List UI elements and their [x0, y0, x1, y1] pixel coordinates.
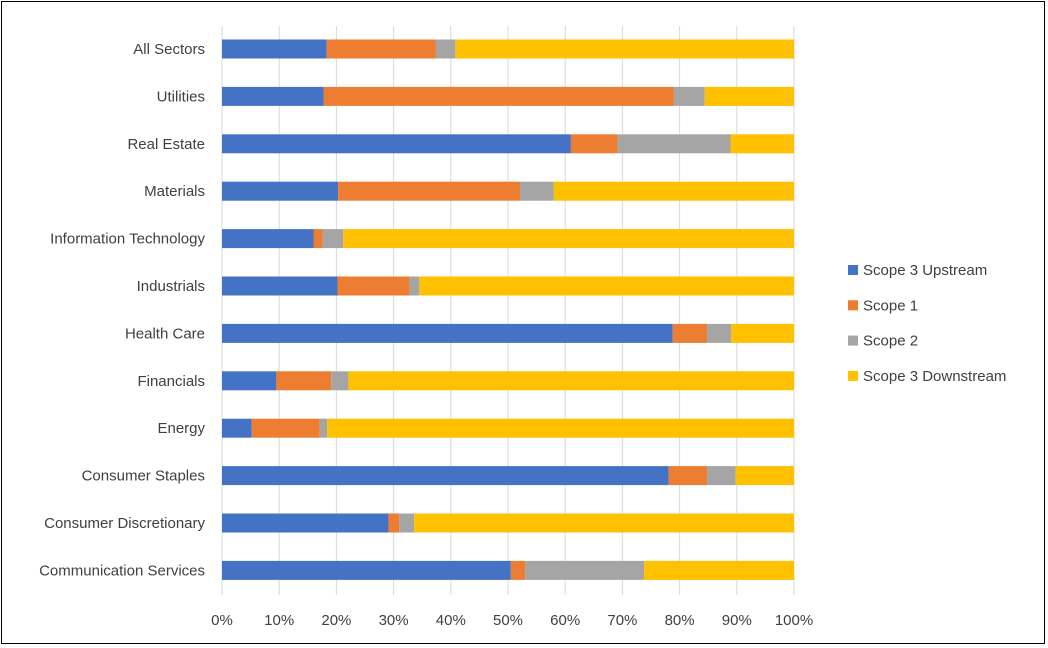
x-tick-label-10: 10% [264, 612, 294, 629]
bar-communication-services-scope-2 [525, 560, 645, 580]
bar-health-care-scope-3-upstream [222, 323, 673, 343]
gridlines [221, 26, 795, 595]
bar-real-estate-scope-1 [570, 134, 618, 154]
bar-energy-scope-3-upstream [222, 418, 252, 438]
category-label-utilities: Utilities [157, 88, 205, 105]
bar-financials-scope-3-downstream [348, 371, 794, 391]
x-tick-labels: 0% 10% 20% 30% 40% 50% 60% 70% 80% 90% 100% [211, 612, 813, 629]
x-tick-label-40: 40% [436, 612, 466, 629]
bar-real-estate-scope-3-upstream [222, 134, 571, 154]
bar-utilities-scope-1 [323, 86, 674, 106]
legend-swatch-scope-2 [848, 335, 858, 346]
bar-health-care-scope-3-downstream [731, 323, 794, 343]
legend-swatch-scope-3-downstream [848, 370, 858, 381]
bar-communication-services-scope-3-downstream [644, 560, 794, 580]
category-label-health-care: Health Care [125, 325, 205, 342]
bar-energy-scope-3-downstream [327, 418, 794, 438]
x-tick-label-90: 90% [722, 612, 752, 629]
legend-label-scope-2: Scope 2 [863, 333, 918, 350]
bar-financials-scope-2 [331, 371, 349, 391]
x-tick-label-30: 30% [379, 612, 409, 629]
bar-information-technology-scope-3-upstream [222, 229, 314, 249]
bar-utilities-scope-3-downstream [704, 86, 794, 106]
bars [222, 39, 794, 580]
bar-communication-services-scope-1 [510, 560, 526, 580]
bar-consumer-discretionary-scope-3-upstream [222, 513, 389, 533]
x-tick-label-0: 0% [211, 612, 233, 629]
bar-information-technology-scope-2 [322, 229, 344, 249]
bar-utilities-scope-2 [673, 86, 705, 106]
bar-real-estate-scope-3-downstream [730, 134, 794, 154]
category-label-real-estate: Real Estate [127, 136, 205, 153]
bar-all-sectors-scope-2 [435, 39, 456, 59]
legend-label-scope-1: Scope 1 [863, 297, 918, 314]
bar-consumer-staples-scope-3-upstream [222, 466, 669, 486]
bar-health-care-scope-2 [707, 323, 732, 343]
legend-swatch-scope-3-upstream [848, 265, 858, 275]
bar-utilities-scope-3-upstream [222, 86, 324, 106]
category-label-communication-services: Communication Services [39, 562, 205, 579]
bar-materials-scope-1 [338, 181, 521, 201]
bar-industrials-scope-3-downstream [419, 276, 794, 296]
bar-consumer-discretionary-scope-1 [388, 513, 400, 533]
x-tick-label-100: 100% [775, 612, 813, 629]
legend: Scope 3 Upstream Scope 1 Scope 2 Scope 3 Do… [848, 262, 1006, 385]
category-label-materials: Materials [144, 183, 205, 200]
bar-all-sectors-scope-3-downstream [455, 39, 794, 59]
bar-real-estate-scope-2 [617, 134, 731, 154]
bar-financials-scope-1 [276, 371, 332, 391]
bar-information-technology-scope-3-downstream [343, 229, 794, 249]
bar-materials-scope-3-upstream [222, 181, 339, 201]
bar-energy-scope-1 [251, 418, 320, 438]
bar-industrials-scope-3-upstream [222, 276, 338, 296]
bar-consumer-discretionary-scope-3-downstream [414, 513, 794, 533]
bar-consumer-staples-scope-1 [668, 466, 708, 486]
category-labels: All Sectors Utilities Real Estate Materials… [39, 41, 205, 579]
x-tick-label-50: 50% [493, 612, 523, 629]
bar-industrials-scope-2 [409, 276, 420, 296]
x-tick-label-20: 20% [321, 612, 351, 629]
x-tick-label-70: 70% [607, 612, 637, 629]
bar-materials-scope-3-downstream [553, 181, 794, 201]
category-label-consumer-staples: Consumer Staples [82, 468, 205, 485]
category-label-all-sectors: All Sectors [133, 41, 205, 58]
x-tick-label-60: 60% [550, 612, 580, 629]
category-label-industrials: Industrials [137, 278, 205, 295]
bar-all-sectors-scope-1 [326, 39, 436, 59]
bar-health-care-scope-1 [672, 323, 708, 343]
bar-consumer-staples-scope-2 [707, 466, 736, 486]
bar-industrials-scope-1 [337, 276, 410, 296]
x-tick-label-80: 80% [665, 612, 695, 629]
bar-communication-services-scope-3-upstream [222, 560, 511, 580]
bar-information-technology-scope-1 [313, 229, 323, 249]
bar-financials-scope-3-upstream [222, 371, 277, 391]
category-label-energy: Energy [157, 420, 205, 437]
bar-energy-scope-2 [319, 418, 328, 438]
bar-consumer-staples-scope-3-downstream [735, 466, 794, 486]
bar-consumer-discretionary-scope-2 [399, 513, 415, 533]
category-label-information-technology: Information Technology [50, 231, 205, 248]
bar-all-sectors-scope-3-upstream [222, 39, 327, 59]
legend-label-scope-3-downstream: Scope 3 Downstream [863, 368, 1006, 385]
bar-materials-scope-2 [520, 181, 554, 201]
category-label-financials: Financials [137, 373, 205, 390]
legend-label-scope-3-upstream: Scope 3 Upstream [863, 262, 987, 279]
legend-swatch-scope-1 [848, 300, 858, 311]
category-label-consumer-discretionary: Consumer Discretionary [44, 515, 205, 532]
